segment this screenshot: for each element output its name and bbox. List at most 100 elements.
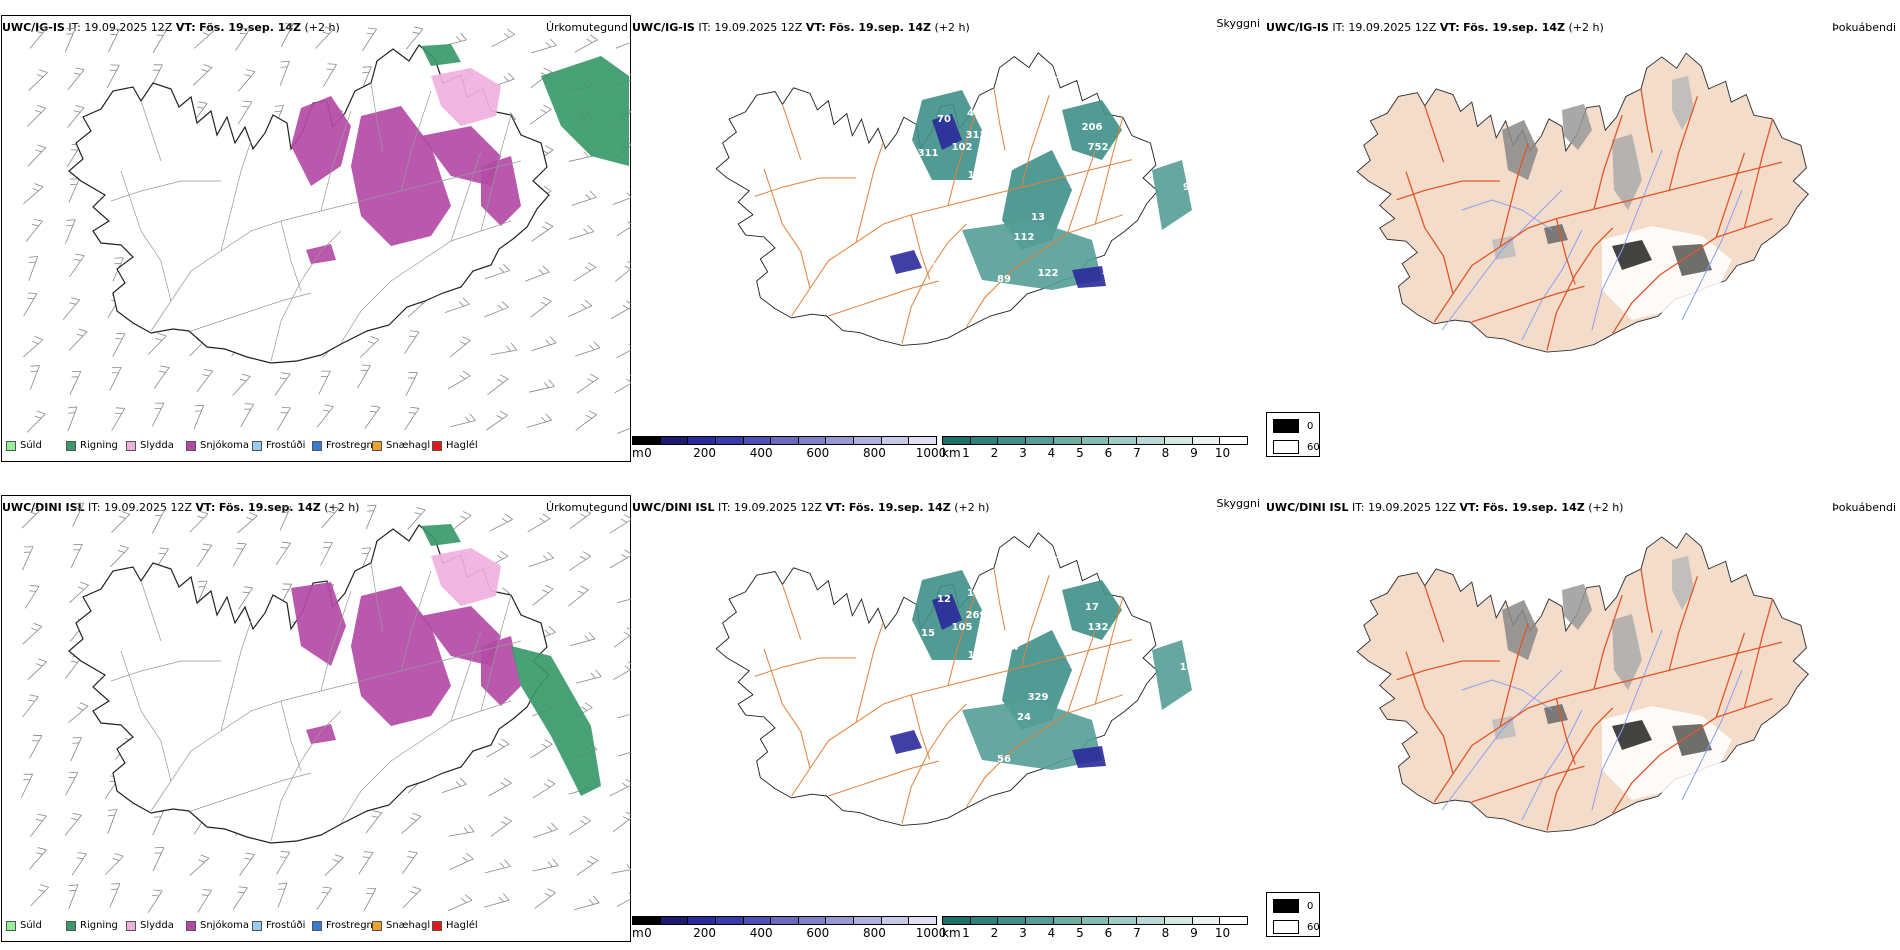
road-line bbox=[280, 700, 302, 772]
wind-barb bbox=[109, 366, 122, 391]
wind-barb bbox=[147, 889, 163, 914]
wind-barb bbox=[70, 737, 82, 762]
precip-legend-item: Súld bbox=[6, 440, 66, 451]
visibility-label: 104 bbox=[998, 642, 1019, 653]
wind-barb bbox=[147, 332, 167, 355]
visibility-map: 13 12 18 269 992 15 105 173 104 17 132 129 143 329 24 2… bbox=[715, 532, 1200, 826]
legend-swatch bbox=[66, 440, 76, 451]
road-line bbox=[1424, 105, 1445, 163]
wind-barb bbox=[237, 69, 256, 92]
fog-area bbox=[1562, 584, 1592, 630]
colorbar-cell bbox=[1026, 437, 1054, 444]
fog-area bbox=[1502, 600, 1538, 660]
map-frame bbox=[1, 495, 631, 942]
colorbar-tick: 2 bbox=[990, 926, 999, 940]
wind-barb bbox=[529, 104, 552, 125]
colorbar-cell bbox=[881, 917, 910, 924]
visibility-area bbox=[1072, 266, 1106, 288]
road-line bbox=[791, 159, 1133, 317]
wind-barb bbox=[67, 406, 78, 432]
visibility-label: 105 bbox=[952, 622, 973, 633]
visibility-label: 24 bbox=[1017, 712, 1031, 723]
model-name: UWC/DINI ISL bbox=[1266, 501, 1349, 514]
road-line bbox=[1094, 117, 1124, 225]
colorbar-cell bbox=[970, 917, 999, 924]
legend-swatch bbox=[186, 920, 196, 931]
wind-barb bbox=[612, 188, 631, 205]
fog-legend-item: 0 bbox=[1273, 419, 1313, 433]
visibility-label: 122 bbox=[1038, 268, 1059, 279]
legend-label: Rigning bbox=[80, 920, 118, 931]
colorbar-cell bbox=[1192, 917, 1221, 924]
wind-barb bbox=[21, 506, 41, 529]
wind-barb bbox=[322, 63, 337, 87]
colorbar-tick: 800 bbox=[862, 926, 886, 940]
model-row: UWC/DINI ISL IT: 19.09.2025 12Z VT: Fös.… bbox=[0, 480, 1900, 950]
init-time-label: IT: bbox=[698, 21, 711, 34]
road-line bbox=[1546, 227, 1614, 351]
wind-barb bbox=[111, 407, 126, 432]
wind-barb bbox=[23, 183, 44, 205]
wind-barb bbox=[616, 892, 631, 908]
wind-barb bbox=[447, 370, 471, 390]
river-line bbox=[1461, 679, 1553, 711]
wind-barb bbox=[573, 262, 597, 282]
wind-barb bbox=[401, 850, 418, 875]
init-time-value: 19.09.2025 12Z bbox=[734, 501, 823, 514]
precip-legend-item: Frostregn bbox=[312, 920, 373, 931]
road-line bbox=[855, 621, 885, 723]
elevation-unit: m bbox=[632, 926, 644, 940]
valid-time-label: VT: bbox=[1459, 501, 1480, 514]
wind-barb bbox=[189, 510, 209, 533]
wind-barb bbox=[490, 342, 517, 356]
wind-barb bbox=[109, 883, 121, 908]
wind-barb bbox=[193, 27, 214, 49]
wind-barb bbox=[23, 336, 44, 358]
road-line bbox=[1471, 285, 1585, 323]
road-line bbox=[855, 141, 885, 243]
road-line bbox=[1593, 114, 1623, 210]
visibility-area bbox=[932, 594, 962, 630]
road-line bbox=[280, 220, 302, 292]
elevation-colorbar bbox=[632, 916, 937, 925]
precip-legend-item: Snjókoma bbox=[186, 440, 252, 451]
colorbar-tick: 1 bbox=[962, 446, 970, 460]
valid-time-label: VT: bbox=[175, 21, 196, 34]
road-line bbox=[1555, 698, 1576, 765]
precip-legend-item: Frostregn bbox=[312, 440, 373, 451]
wind-barb bbox=[449, 852, 474, 870]
fog-legend-label: 0 bbox=[1307, 900, 1314, 912]
precip-map bbox=[23, 23, 631, 434]
wind-barb bbox=[196, 543, 213, 567]
visibility-label: 17 bbox=[1085, 602, 1099, 613]
road-line bbox=[781, 104, 802, 160]
visibility-label: 225 bbox=[932, 262, 953, 273]
init-time-label: IT: bbox=[68, 21, 81, 34]
precip-area bbox=[481, 636, 521, 706]
visibility-colorbar bbox=[942, 436, 1248, 445]
legend-label: Frostúði bbox=[266, 440, 306, 451]
wind-barb bbox=[106, 64, 120, 89]
wind-barb bbox=[276, 851, 291, 875]
colorbar-tick: 10 bbox=[1214, 926, 1231, 940]
panel-title: Úrkomutegund bbox=[546, 21, 628, 34]
colorbar-cell bbox=[826, 437, 855, 444]
wind-barb bbox=[532, 858, 559, 872]
road-line bbox=[1715, 152, 1746, 238]
road-line bbox=[1715, 632, 1746, 718]
river-line bbox=[1461, 199, 1553, 231]
road-line bbox=[1094, 597, 1124, 705]
wind-barb bbox=[364, 405, 381, 429]
colorbar-cell bbox=[1137, 437, 1165, 444]
river-line bbox=[1591, 629, 1663, 811]
visibility-unit: km bbox=[942, 926, 961, 940]
wind-barb bbox=[529, 379, 555, 393]
model-name: UWC/IG-IS bbox=[632, 21, 695, 34]
wind-barb bbox=[448, 824, 475, 837]
panel-title: Skyggni bbox=[1216, 497, 1260, 510]
road-line bbox=[1433, 161, 1783, 323]
wind-barb bbox=[25, 218, 43, 242]
wind-barb bbox=[532, 778, 556, 799]
river-line bbox=[1521, 709, 1583, 821]
run-header: UWC/IG-IS IT: 19.09.2025 12Z VT: Fös. 19… bbox=[632, 21, 970, 34]
